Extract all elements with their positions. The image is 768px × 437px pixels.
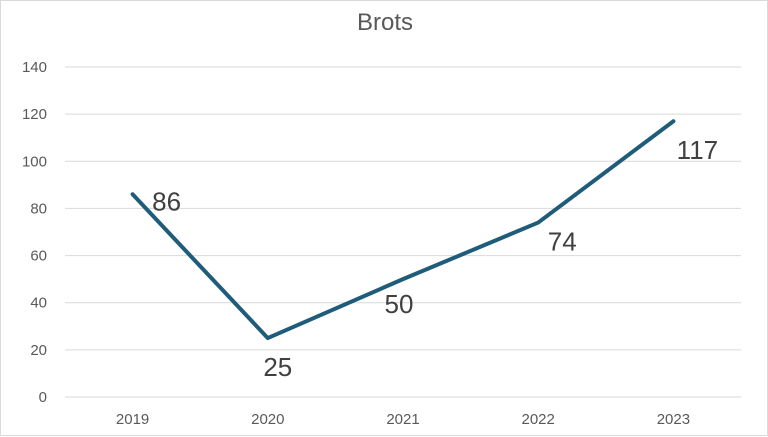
data-label: 25 — [263, 352, 292, 382]
y-tick-label: 0 — [39, 389, 47, 406]
data-label: 50 — [385, 289, 414, 319]
y-tick-label: 80 — [30, 200, 47, 217]
chart-title: Brots — [356, 9, 413, 36]
x-tick-label: 2022 — [522, 411, 555, 428]
y-tick-label: 140 — [22, 59, 47, 76]
y-tick-label: 100 — [22, 153, 47, 170]
series-line — [130, 119, 676, 341]
y-tick-label: 20 — [30, 342, 47, 359]
data-label: 117 — [677, 135, 718, 165]
x-tick-label: 2020 — [251, 411, 284, 428]
y-tick-label: 120 — [22, 106, 47, 123]
x-tick-label: 2019 — [116, 411, 149, 428]
data-label: 86 — [152, 186, 181, 216]
x-tick-label: 2023 — [657, 411, 690, 428]
y-tick-label: 60 — [30, 248, 47, 265]
data-label: 74 — [548, 227, 577, 257]
y-tick-label: 40 — [30, 295, 47, 312]
x-tick-label: 2021 — [386, 411, 419, 428]
